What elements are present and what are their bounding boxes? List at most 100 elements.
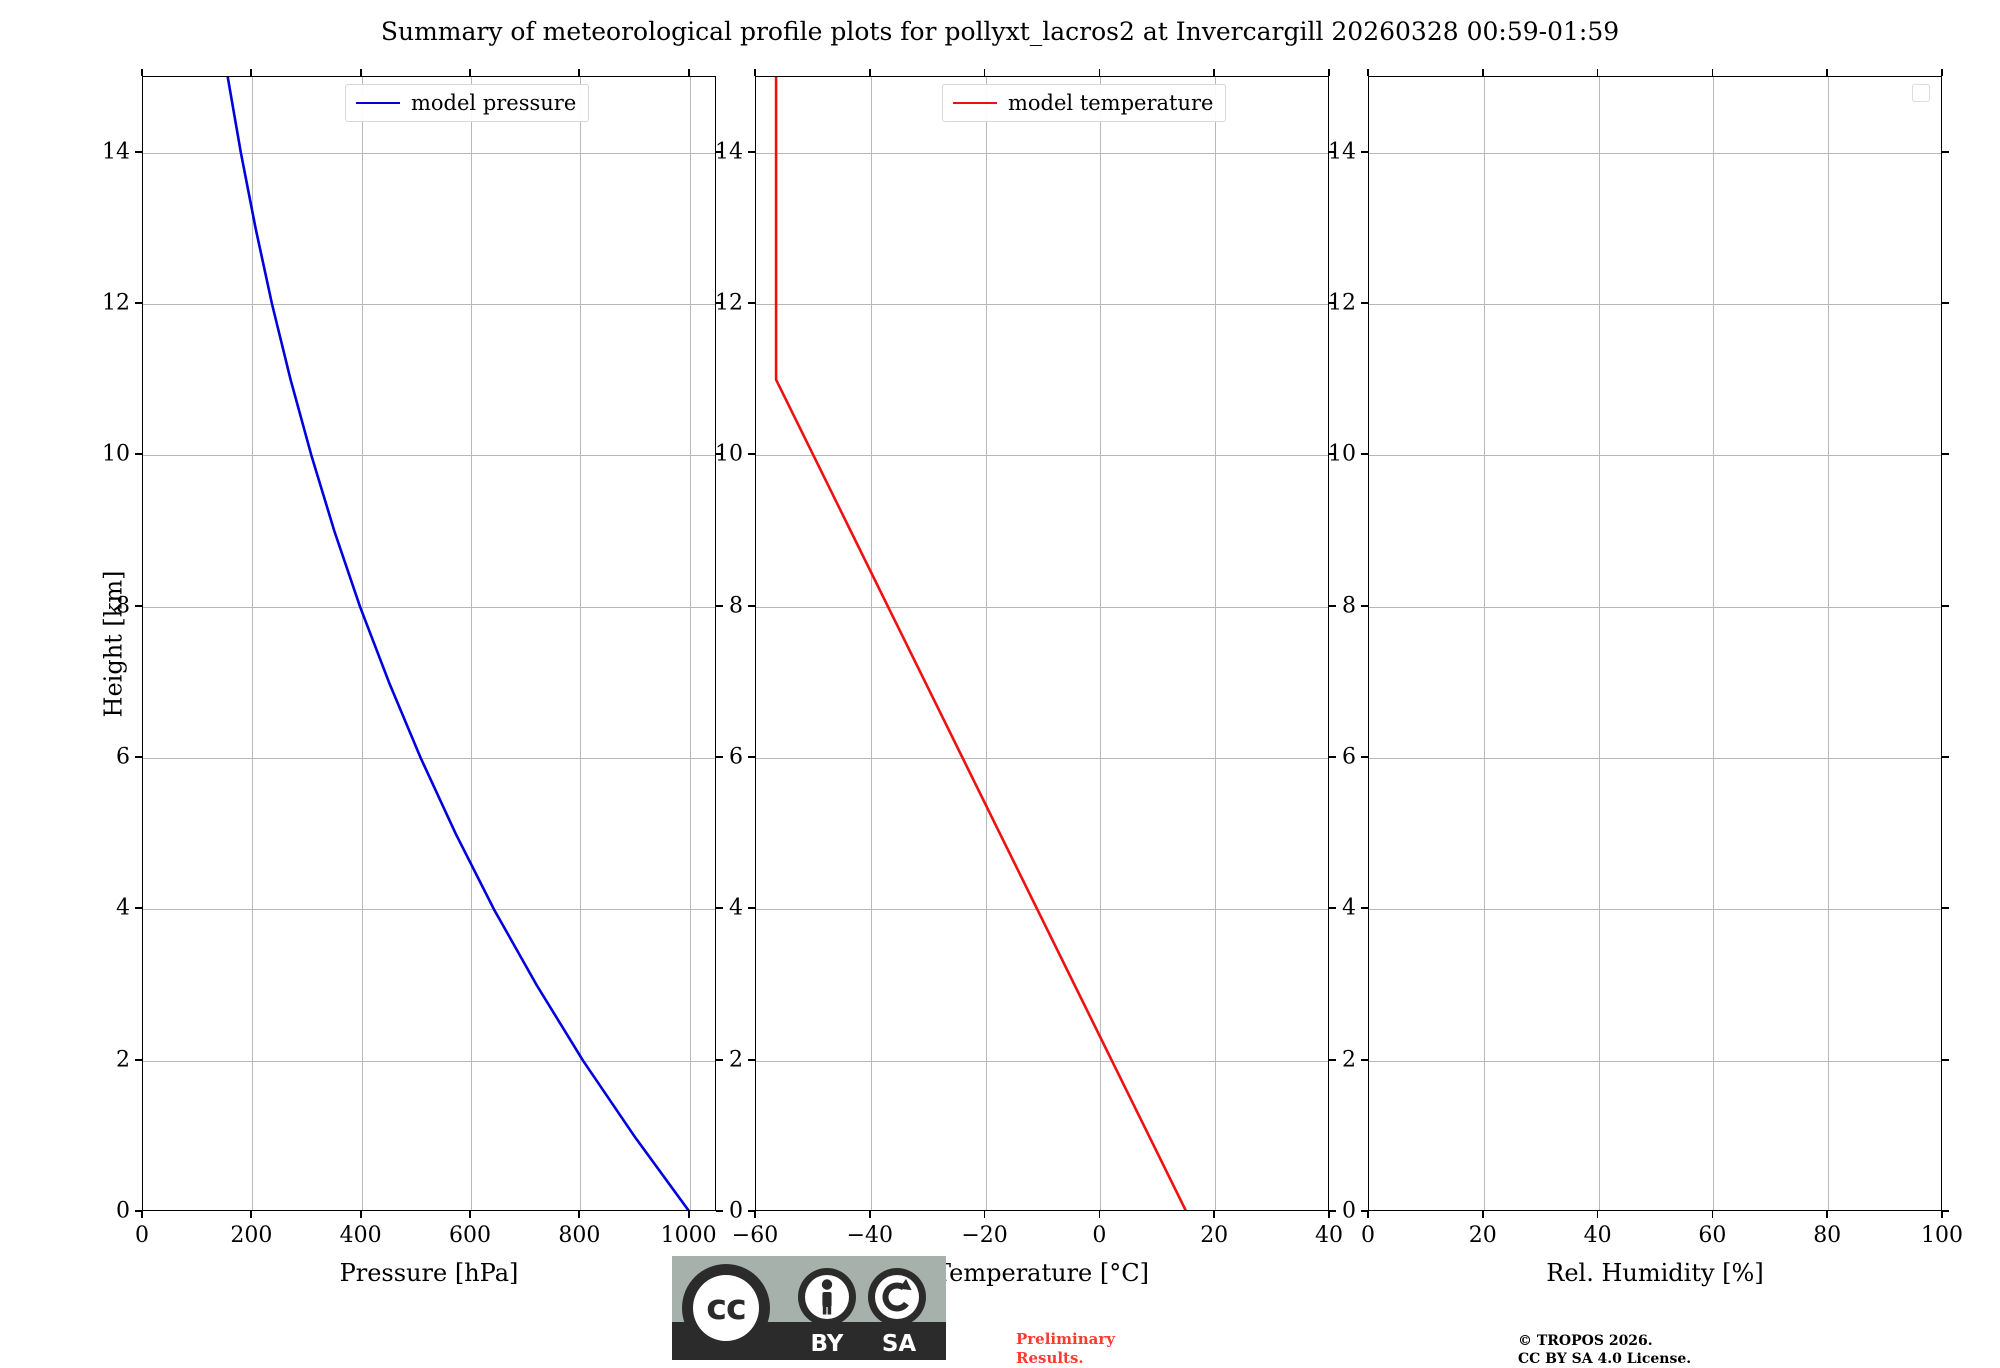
cc-license-badge: cc BY SA [672,1256,946,1360]
y-tick-label: 10 [715,441,743,467]
x-axis-title-temperature: Temperature [°C] [935,1259,1149,1287]
y-tick-right [716,453,723,456]
y-tick-right [716,302,723,304]
y-tick-right [1942,907,1949,910]
x-axis-title-humidity: Rel. Humidity [%] [1546,1259,1764,1287]
y-tick [1361,1058,1368,1061]
y-tick-label: 14 [715,139,743,165]
y-tick-label: 12 [1328,290,1356,316]
y-tick-right [1942,1210,1949,1212]
y-tick-right [1942,302,1949,304]
y-gridline [143,304,715,305]
y-tick [135,1210,142,1212]
x-gridline [580,77,582,1210]
y-tick [1361,1210,1368,1212]
x-tick-top [250,69,253,76]
y-tick [135,756,142,758]
x-tick-label: 100 [1921,1223,1963,1248]
y-tick-right [716,604,723,607]
x-tick [1826,1211,1829,1218]
legend-temperature[interactable]: model temperature [942,84,1227,122]
x-gridline [1828,77,1830,1210]
y-tick [135,453,142,456]
x-gridline [870,77,872,1210]
x-tick [141,1211,143,1218]
plot-area-humidity[interactable] [1368,76,1942,1211]
y-tick [748,907,755,910]
y-tick-right [1329,150,1336,153]
y-gridline [1369,152,1941,154]
x-tick-top [687,69,690,76]
y-tick-right [1942,604,1949,607]
y-tick-label: 4 [1342,895,1356,921]
legend-pressure[interactable]: model pressure [345,84,590,122]
by-person-icon [798,1268,856,1326]
x-tick-label: 20 [1200,1223,1229,1248]
y-tick-right [1329,453,1336,456]
y-tick [1361,907,1368,910]
x-tick-label: −20 [961,1223,1008,1248]
y-tick-label: 12 [715,290,743,316]
y-tick-right [716,150,723,153]
y-tick-right [1329,604,1336,607]
x-tick-top [141,69,143,76]
x-tick-label: 40 [1583,1223,1612,1248]
x-gridline [689,77,691,1210]
y-tick-label: 10 [102,441,130,467]
y-tick-label: 0 [116,1198,130,1224]
y-tick [748,756,755,758]
y-gridline [756,455,1328,457]
legend-label: model temperature [1008,91,1214,115]
x-tick-top [1826,69,1829,76]
x-tick-label: 20 [1468,1223,1497,1248]
cc-by-label: BY [810,1331,844,1357]
y-tick [135,302,142,304]
x-tick [687,1211,690,1218]
series-layer-temperature [774,77,1187,1210]
y-gridline [143,606,715,608]
x-tick [983,1211,986,1218]
y-tick-label: 4 [116,895,130,921]
y-gridline [756,152,1328,154]
y-tick [1361,302,1368,304]
y-gridline [756,758,1328,759]
x-tick [1596,1211,1599,1218]
legend-label: model pressure [411,91,577,115]
y-tick-right [716,1210,723,1212]
y-tick-right [1942,756,1949,758]
x-tick-top [868,69,871,76]
x-gridline [1713,77,1715,1210]
x-tick-label: 200 [230,1223,273,1248]
y-tick [1361,150,1368,153]
y-tick [1361,604,1368,607]
y-tick-right [1942,150,1949,153]
y-tick-right [716,1058,723,1061]
y-tick-label: 8 [116,593,130,619]
preliminary-line-1: Preliminary [1016,1330,1115,1348]
x-tick-label: −60 [731,1223,779,1248]
y-tick-right [716,907,723,910]
legend-humidity-empty[interactable] [1912,84,1930,102]
x-tick-label: 600 [449,1223,491,1248]
y-tick [135,604,142,607]
x-gridline [1215,77,1217,1210]
y-gridline [143,909,715,911]
x-tick-top [1481,69,1484,76]
x-gridline [361,77,363,1210]
copyright-note: © TROPOS 2026. CC BY SA 4.0 License. [1518,1332,1691,1368]
y-gridline [1369,1060,1941,1062]
x-tick-top [1328,69,1330,76]
copyright-line-2: CC BY SA 4.0 License. [1518,1351,1692,1368]
plot-area-temperature[interactable] [755,76,1329,1211]
y-tick-label: 0 [729,1198,743,1224]
x-tick-label: 60 [1698,1223,1727,1248]
y-tick [135,907,142,910]
x-gridline [252,77,254,1210]
x-tick-label: −40 [846,1223,894,1248]
x-tick-top [983,69,986,76]
plot-area-pressure[interactable] [142,76,716,1211]
x-tick-top [578,69,581,76]
